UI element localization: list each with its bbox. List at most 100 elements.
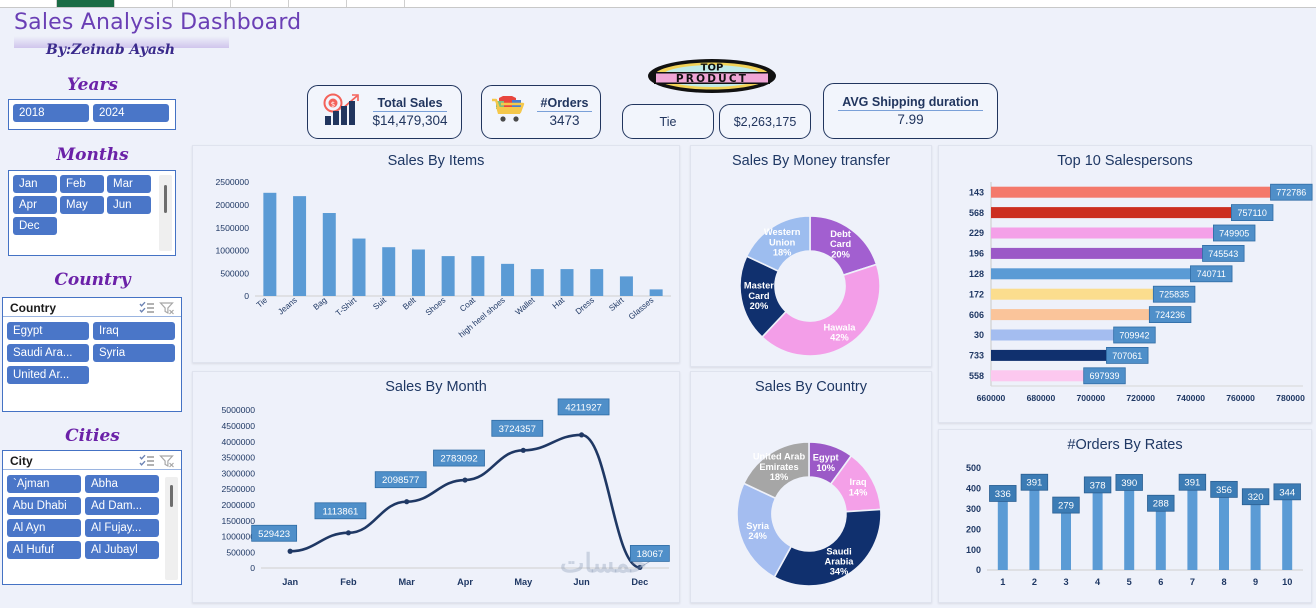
slicer-item-month[interactable]: Mar bbox=[107, 175, 151, 193]
bar[interactable] bbox=[560, 269, 574, 296]
chart-sales-by-month: Sales By Month 5000000 4500000 4000000 3500… bbox=[192, 371, 680, 603]
svg-text:724236: 724236 bbox=[1155, 310, 1185, 320]
slicer-item-year[interactable]: 2018 bbox=[13, 104, 89, 122]
data-point[interactable] bbox=[578, 432, 585, 438]
bar[interactable] bbox=[263, 192, 277, 296]
bar[interactable] bbox=[991, 329, 1116, 341]
data-point[interactable] bbox=[404, 499, 410, 505]
bar[interactable] bbox=[382, 247, 396, 296]
data-point[interactable] bbox=[345, 530, 352, 536]
clear-filter-icon[interactable] bbox=[159, 454, 175, 468]
bar[interactable] bbox=[649, 289, 663, 296]
bar[interactable] bbox=[322, 213, 336, 296]
kpi-orders[interactable]: #Orders 3473 bbox=[481, 85, 601, 139]
ribbon-tab-3[interactable] bbox=[173, 0, 231, 7]
ribbon-tab-active[interactable] bbox=[57, 0, 115, 7]
svg-text:18%: 18% bbox=[773, 247, 792, 257]
bar[interactable] bbox=[471, 256, 485, 296]
bar[interactable] bbox=[991, 186, 1273, 198]
bar[interactable] bbox=[1187, 490, 1198, 570]
data-label: 4211927 bbox=[557, 398, 610, 416]
multi-select-icon[interactable] bbox=[139, 301, 155, 315]
ribbon-tab-2[interactable] bbox=[115, 0, 173, 7]
kpi-top-product-name[interactable]: Tie bbox=[622, 104, 714, 139]
slicer-item-country[interactable]: Saudi Ara... bbox=[7, 344, 89, 362]
ribbon-tab-0[interactable] bbox=[0, 0, 57, 7]
slicer-item-country[interactable]: Iraq bbox=[93, 322, 175, 340]
data-point[interactable] bbox=[520, 447, 526, 453]
bar[interactable] bbox=[991, 288, 1156, 300]
slicer-item-city[interactable]: `Ajman bbox=[7, 475, 81, 493]
bar[interactable] bbox=[619, 276, 633, 296]
bar[interactable] bbox=[530, 269, 544, 296]
bar[interactable] bbox=[1250, 504, 1261, 570]
bar[interactable] bbox=[997, 501, 1008, 570]
pie-slice[interactable] bbox=[745, 215, 811, 273]
bar[interactable] bbox=[991, 227, 1216, 239]
kpi-total-sales[interactable]: $ Total Sales $14,479,304 bbox=[307, 85, 462, 139]
slicer-item-city[interactable]: Ad Dam... bbox=[85, 497, 159, 515]
bar[interactable] bbox=[991, 349, 1109, 361]
bar[interactable] bbox=[590, 269, 604, 296]
bar[interactable] bbox=[501, 263, 515, 296]
data-point[interactable] bbox=[287, 548, 293, 554]
bar[interactable] bbox=[293, 196, 307, 296]
clear-filter-icon[interactable] bbox=[159, 301, 175, 315]
bar[interactable] bbox=[441, 256, 455, 296]
bar[interactable] bbox=[991, 370, 1086, 382]
kpi-avg-shipping[interactable]: AVG Shipping duration 7.99 bbox=[823, 83, 998, 139]
slicer-item-city[interactable]: Abu Dhabi bbox=[7, 497, 81, 515]
bar[interactable] bbox=[1061, 513, 1071, 570]
slicer-item-month[interactable]: Feb bbox=[60, 175, 104, 193]
cities-scrollbar[interactable] bbox=[165, 477, 178, 580]
data-label: 740711 bbox=[1190, 265, 1233, 283]
bar[interactable] bbox=[411, 249, 425, 296]
bar[interactable] bbox=[991, 247, 1205, 259]
svg-text:Hawala: Hawala bbox=[823, 323, 856, 333]
pie-slice[interactable] bbox=[742, 441, 810, 500]
slicer-item-month[interactable]: Jan bbox=[13, 175, 57, 193]
ribbon-tab-6[interactable] bbox=[347, 0, 405, 7]
slicer-item-country[interactable]: United Ar... bbox=[7, 366, 89, 384]
data-point[interactable] bbox=[462, 477, 468, 483]
pie-slice[interactable] bbox=[773, 508, 882, 587]
ribbon-tab-4[interactable] bbox=[231, 0, 289, 7]
svg-text:757110: 757110 bbox=[1237, 208, 1266, 218]
cities-slicer[interactable]: City `Ajman Abha Abu Dhabi Ad Dam... Al … bbox=[2, 450, 182, 585]
slicer-item-city[interactable]: Al Hufuf bbox=[7, 541, 81, 559]
bar[interactable] bbox=[1282, 499, 1293, 570]
years-slicer[interactable]: 2018 2024 bbox=[8, 99, 176, 130]
bar[interactable] bbox=[1124, 490, 1135, 570]
bar[interactable] bbox=[1155, 511, 1166, 570]
slicer-item-month[interactable]: May bbox=[60, 196, 104, 214]
data-label: 344 bbox=[1273, 483, 1301, 501]
pie-slice[interactable] bbox=[760, 263, 881, 357]
bar[interactable] bbox=[991, 207, 1234, 219]
bar[interactable] bbox=[991, 309, 1152, 321]
bar[interactable] bbox=[991, 268, 1193, 280]
bar[interactable] bbox=[352, 238, 366, 296]
slicer-item-city[interactable]: Al Fujay... bbox=[85, 519, 159, 537]
slicer-item-city[interactable]: Abha bbox=[85, 475, 159, 493]
y-axis-tick: 100 bbox=[966, 545, 981, 555]
slicer-item-country[interactable]: Egypt bbox=[7, 322, 89, 340]
ribbon-tab-5[interactable] bbox=[289, 0, 347, 7]
slicer-item-month[interactable]: Jun bbox=[107, 196, 151, 214]
bar[interactable] bbox=[1219, 497, 1229, 570]
slicer-item-city[interactable]: Al Ayn bbox=[7, 519, 81, 537]
slicer-item-country[interactable]: Syria bbox=[93, 344, 175, 362]
country-slicer[interactable]: Country Egypt Iraq Saudi Ara... Syria Un… bbox=[2, 297, 182, 412]
slicer-item-city[interactable]: Al Jubayl bbox=[85, 541, 159, 559]
slicer-item-month[interactable]: Apr bbox=[13, 196, 57, 214]
x-axis-tick: Hat bbox=[551, 295, 567, 311]
bar[interactable] bbox=[1029, 490, 1040, 570]
bar[interactable] bbox=[1092, 492, 1103, 570]
months-scrollbar[interactable] bbox=[159, 175, 172, 251]
x-axis-tick: Jeans bbox=[276, 296, 299, 317]
kpi-top-product-sales[interactable]: $2,263,175 bbox=[719, 104, 811, 139]
months-slicer[interactable]: Jan Feb Mar Apr May Jun Dec bbox=[8, 170, 176, 256]
slicer-item-month[interactable]: Dec bbox=[13, 217, 57, 235]
multi-select-icon[interactable] bbox=[139, 454, 155, 468]
slicer-item-year[interactable]: 2024 bbox=[93, 104, 169, 122]
svg-text:3724357: 3724357 bbox=[499, 424, 536, 435]
